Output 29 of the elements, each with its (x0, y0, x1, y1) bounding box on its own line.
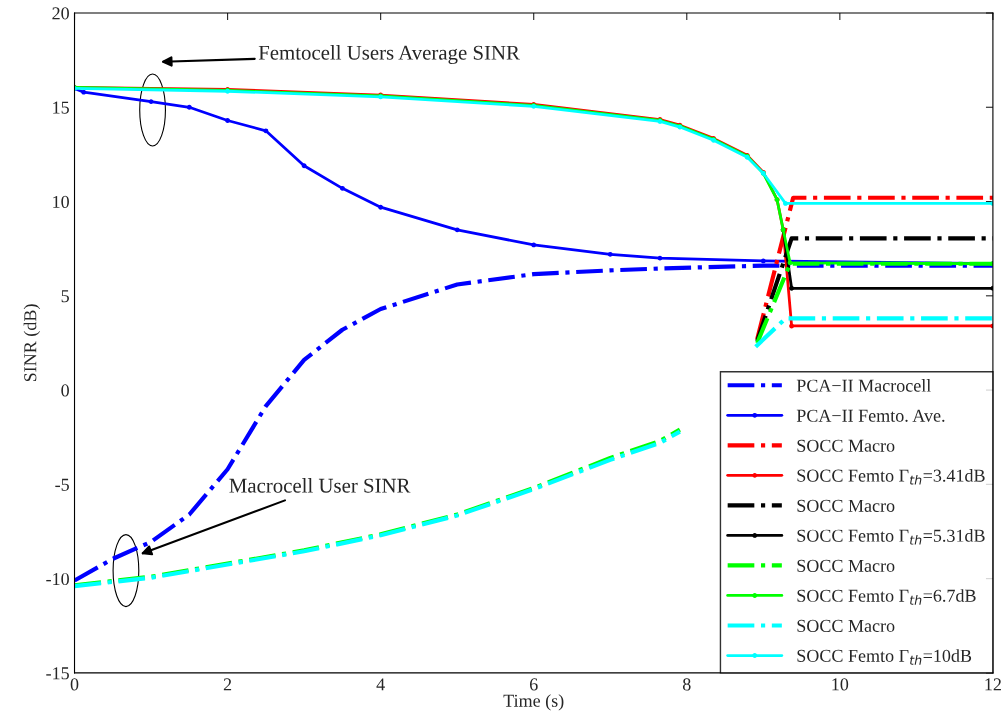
y-tick-label: -15 (46, 667, 69, 680)
legend-label: SOCC Femto Γ$_{th}$=3.41dB (797, 469, 985, 485)
y-tick-label: 20 (52, 7, 69, 20)
annotation: Femtocell Users Average SINR (258, 45, 520, 65)
legend-label: SOCC Macro (797, 559, 895, 572)
y-axis-title: SINR (dB) (23, 304, 41, 382)
x-tick-label: 4 (376, 678, 385, 691)
legend-label: SOCC Femto Γ$_{th}$=5.31dB (797, 529, 985, 545)
x-tick-label: 8 (682, 678, 691, 691)
y-tick-label: 5 (61, 290, 69, 303)
legend-label: SOCC Macro (797, 439, 895, 452)
x-tick-label: 2 (223, 678, 232, 691)
y-tick-label: 10 (53, 195, 69, 208)
legend-label: SOCC Femto Γ$_{th}$=10dB (797, 649, 972, 665)
legend-label: PCA−II Femto. Ave. (796, 409, 945, 422)
x-tick-label: 6 (529, 678, 538, 691)
legend-label: SOCC Macro (797, 619, 895, 632)
legend-label: SOCC Femto Γ$_{th}$=6.7dB (797, 589, 976, 605)
x-tick-label: 12 (985, 678, 1001, 691)
y-tick-label: -5 (55, 478, 69, 491)
x-tick-label: 0 (70, 678, 79, 691)
legend-label: SOCC Macro (797, 499, 895, 512)
y-tick-label: 0 (61, 384, 69, 397)
legend-label: PCA−II Macrocell (796, 379, 931, 392)
annotation: Macrocell User SINR (229, 478, 411, 493)
y-tick-label: -10 (46, 572, 69, 586)
x-axis-title: Time (s) (503, 694, 564, 711)
x-tick-label: 10 (832, 678, 849, 691)
y-tick-label: 15 (53, 101, 69, 114)
